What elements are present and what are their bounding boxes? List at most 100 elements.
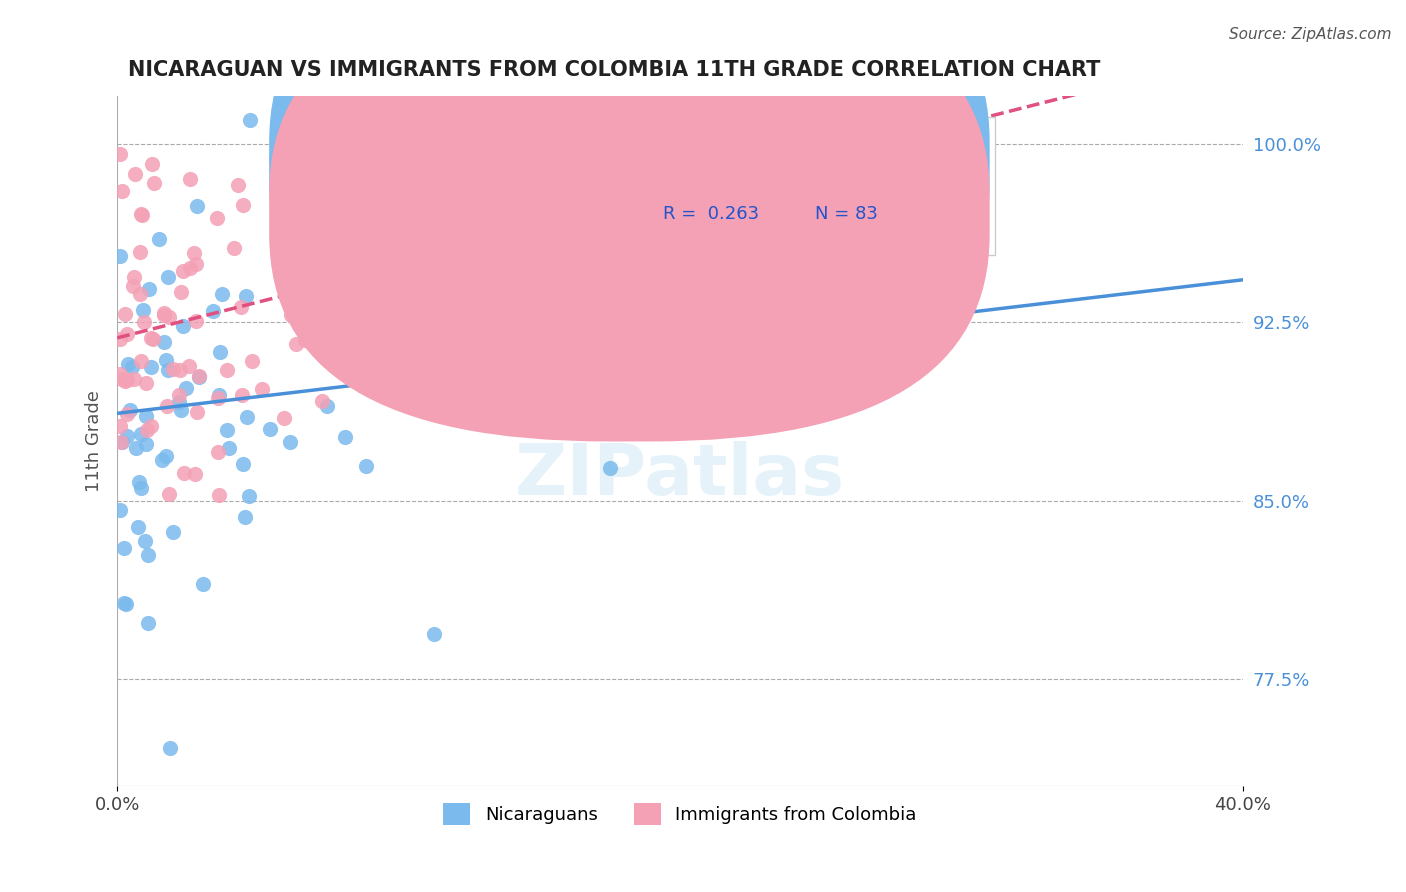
Text: N = 83: N = 83 <box>815 205 879 223</box>
Point <box>367 226 389 240</box>
Point <box>382 324 405 338</box>
Point <box>446 235 468 250</box>
Point <box>129 426 152 441</box>
Point <box>141 157 163 171</box>
Point <box>184 467 207 482</box>
Point <box>121 359 143 374</box>
Point <box>167 388 190 402</box>
Point <box>153 308 176 322</box>
Point <box>148 232 170 246</box>
Point <box>172 264 194 278</box>
Point <box>114 375 136 389</box>
Point <box>108 333 131 347</box>
Point <box>187 370 209 384</box>
Point <box>475 166 498 180</box>
Point <box>353 322 375 336</box>
Text: NICARAGUAN VS IMMIGRANTS FROM COLOMBIA 11TH GRADE CORRELATION CHART: NICARAGUAN VS IMMIGRANTS FROM COLOMBIA 1… <box>128 60 1101 79</box>
Point <box>186 405 208 419</box>
Point <box>117 357 139 371</box>
FancyBboxPatch shape <box>579 117 995 255</box>
Point <box>222 241 245 255</box>
Point <box>114 307 136 321</box>
Point <box>138 548 160 562</box>
Point <box>142 332 165 346</box>
Point <box>284 161 307 175</box>
Point <box>311 394 333 409</box>
Point <box>111 184 134 198</box>
Point <box>108 249 131 263</box>
Point <box>111 372 134 386</box>
Point <box>335 430 357 444</box>
Point <box>131 208 153 222</box>
Point <box>232 198 254 212</box>
Point <box>188 369 211 384</box>
Point <box>162 361 184 376</box>
Point <box>599 460 621 475</box>
Point <box>162 524 184 539</box>
Point <box>110 434 132 449</box>
Point <box>269 205 291 219</box>
Point <box>183 245 205 260</box>
Point <box>172 319 194 334</box>
Point <box>127 519 149 533</box>
Point <box>156 399 179 413</box>
Text: R =  0.128: R = 0.128 <box>664 153 759 171</box>
Point <box>115 429 138 443</box>
Point <box>114 597 136 611</box>
Point <box>129 207 152 221</box>
Point <box>339 225 361 239</box>
Point <box>423 627 446 641</box>
Point <box>465 138 488 153</box>
Point <box>269 238 291 252</box>
Point <box>231 388 253 402</box>
Point <box>115 373 138 387</box>
Point <box>169 363 191 377</box>
Point <box>259 422 281 436</box>
Legend: Nicaraguans, Immigrants from Colombia: Nicaraguans, Immigrants from Colombia <box>436 797 924 832</box>
Point <box>278 275 301 289</box>
Point <box>128 475 150 489</box>
Point <box>153 306 176 320</box>
Point <box>349 367 371 381</box>
Point <box>135 436 157 450</box>
Point <box>121 278 143 293</box>
Point <box>280 435 302 450</box>
Point <box>177 359 200 373</box>
Point <box>112 541 135 555</box>
Point <box>524 409 547 423</box>
Point <box>285 337 308 351</box>
Point <box>135 376 157 390</box>
Point <box>159 310 181 325</box>
Point <box>155 449 177 463</box>
Point <box>111 435 134 450</box>
Point <box>239 113 262 128</box>
FancyBboxPatch shape <box>269 0 990 442</box>
Point <box>231 301 253 315</box>
Text: ZIPatlas: ZIPatlas <box>515 442 845 510</box>
Point <box>110 419 132 434</box>
Point <box>389 226 412 240</box>
Point <box>465 178 488 192</box>
Point <box>235 289 257 303</box>
Point <box>716 331 738 345</box>
Text: N = 73: N = 73 <box>815 153 879 171</box>
Point <box>232 457 254 471</box>
Point <box>115 407 138 421</box>
Point <box>141 419 163 434</box>
Point <box>217 363 239 377</box>
Point <box>280 308 302 322</box>
Point <box>191 576 214 591</box>
Point <box>354 458 377 473</box>
Point <box>332 219 354 233</box>
Point <box>581 281 603 295</box>
Point <box>122 372 145 386</box>
Point <box>242 353 264 368</box>
Point <box>112 596 135 610</box>
Point <box>157 270 180 285</box>
Point <box>136 616 159 631</box>
Point <box>124 167 146 181</box>
Point <box>184 314 207 328</box>
Point <box>129 353 152 368</box>
Point <box>217 423 239 437</box>
Point <box>141 330 163 344</box>
